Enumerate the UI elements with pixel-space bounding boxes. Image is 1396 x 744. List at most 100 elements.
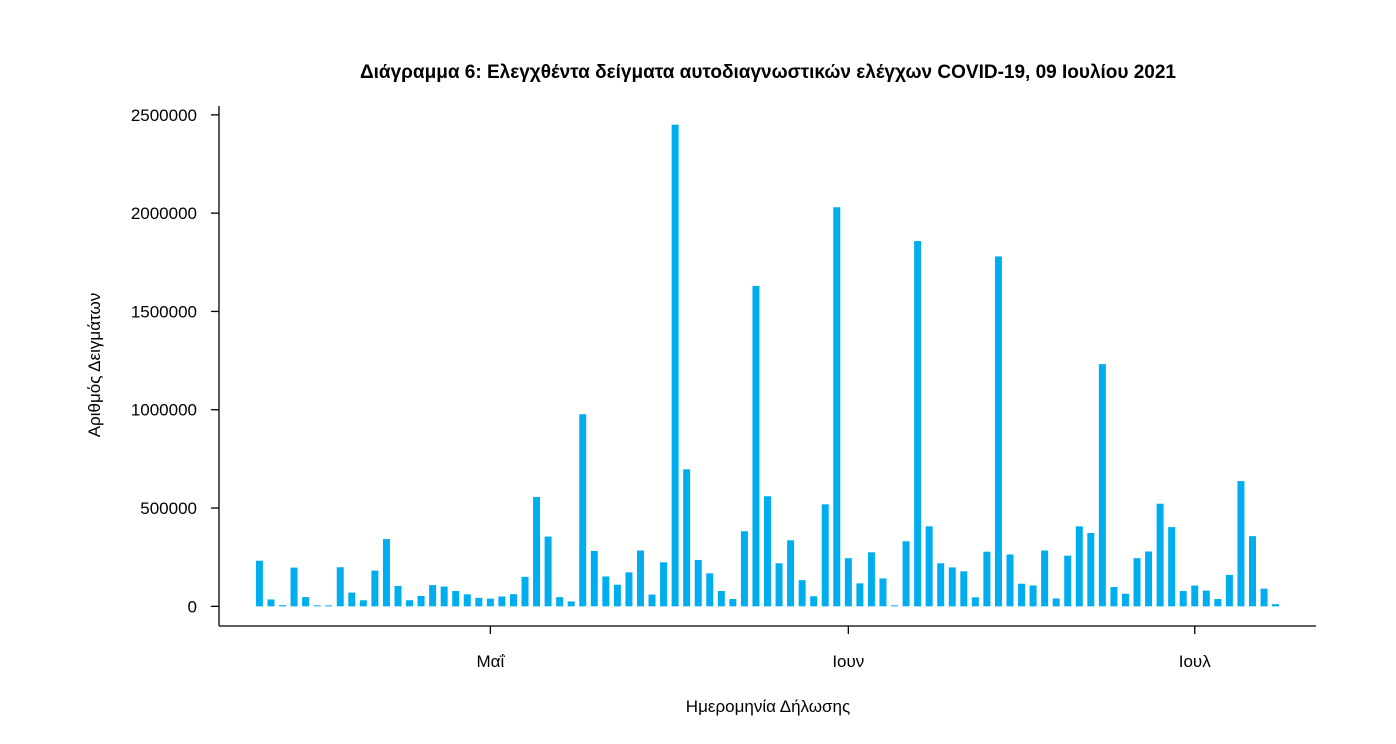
bar <box>775 563 783 607</box>
bar <box>1191 585 1199 607</box>
bar <box>1202 590 1210 607</box>
bar <box>371 570 379 607</box>
x-axis: Μαΐ Ιουν Ιουλ <box>219 625 1316 671</box>
bar <box>452 591 460 607</box>
x-tick-label: Μαΐ <box>476 652 505 671</box>
bar <box>336 567 344 607</box>
bar <box>1052 598 1060 607</box>
bar <box>764 496 771 607</box>
bar <box>463 594 471 607</box>
bar <box>544 536 552 607</box>
bar <box>787 540 795 607</box>
bar <box>533 497 541 607</box>
bar <box>729 599 737 607</box>
y-axis: 0 500000 1000000 1500000 2000000 2500000 <box>131 106 220 626</box>
bar <box>891 605 899 607</box>
bar <box>1041 550 1049 607</box>
bar <box>406 600 414 607</box>
bar <box>509 594 517 607</box>
bar <box>960 571 968 607</box>
bar <box>1260 588 1268 607</box>
x-tick-label: Ιουλ <box>1179 652 1211 671</box>
bar <box>1168 527 1176 607</box>
bar <box>313 605 321 607</box>
bar <box>798 580 806 607</box>
bar <box>325 605 333 607</box>
bar <box>1121 593 1129 607</box>
bar <box>359 600 367 607</box>
bar <box>1179 591 1187 607</box>
bar <box>382 539 390 607</box>
bar <box>752 285 760 607</box>
bar <box>255 560 263 607</box>
bar <box>1064 555 1072 607</box>
bar <box>486 598 494 607</box>
bar <box>867 552 875 607</box>
bar <box>740 531 748 607</box>
bar <box>1098 364 1106 607</box>
bar <box>1214 599 1222 607</box>
x-axis-label: Ημερομηνία Δήλωσης <box>686 697 850 716</box>
bar <box>983 551 991 607</box>
bar <box>833 207 841 607</box>
bar <box>683 469 691 607</box>
bar <box>810 596 818 607</box>
bar <box>925 526 933 607</box>
bar <box>1272 604 1280 607</box>
bar <box>1237 481 1245 607</box>
bar <box>556 597 564 607</box>
bar <box>636 550 644 607</box>
bar <box>660 562 668 607</box>
bar <box>1087 533 1095 607</box>
bar <box>302 597 310 607</box>
bar <box>579 414 587 607</box>
bar <box>717 591 725 607</box>
bar <box>440 586 448 607</box>
bar <box>475 597 483 607</box>
bar <box>937 563 945 607</box>
bar <box>1018 583 1026 607</box>
y-axis-label: Αριθμός Δειγμάτων <box>85 293 104 438</box>
bar <box>498 596 506 607</box>
bar <box>1075 526 1083 607</box>
y-tick-label: 1500000 <box>131 302 197 321</box>
bar <box>1133 558 1141 607</box>
bar <box>521 576 529 607</box>
y-tick-label: 2000000 <box>131 204 197 223</box>
bar <box>394 585 402 607</box>
bar <box>267 599 275 607</box>
bars <box>255 124 1280 607</box>
y-tick-label: 2500000 <box>131 106 197 125</box>
bar <box>1029 585 1037 607</box>
chart-title: Διάγραμμα 6: Ελεγχθέντα δείγματα αυτοδια… <box>360 62 1176 83</box>
bar <box>994 256 1002 607</box>
bar <box>879 578 887 607</box>
bar <box>1225 574 1233 607</box>
bar <box>1156 503 1164 607</box>
bar <box>971 597 979 607</box>
bar <box>590 550 598 607</box>
bar <box>1248 536 1256 607</box>
bar <box>856 583 864 607</box>
bar <box>602 576 610 607</box>
bar <box>429 585 437 607</box>
bar <box>821 504 829 607</box>
bar <box>844 558 852 607</box>
bar <box>1006 554 1014 607</box>
y-tick-label: 0 <box>188 597 197 616</box>
bar <box>1110 587 1118 607</box>
y-tick-label: 1000000 <box>131 401 197 420</box>
bar <box>417 595 425 607</box>
bar <box>914 241 922 607</box>
bar <box>625 572 633 607</box>
bar <box>567 601 575 607</box>
bar <box>290 567 298 607</box>
bar <box>648 594 656 607</box>
bar <box>948 567 956 607</box>
x-tick-label: Ιουν <box>832 652 864 671</box>
bar <box>279 605 287 607</box>
bar <box>671 124 679 607</box>
bar <box>694 559 702 607</box>
bar <box>706 573 714 607</box>
